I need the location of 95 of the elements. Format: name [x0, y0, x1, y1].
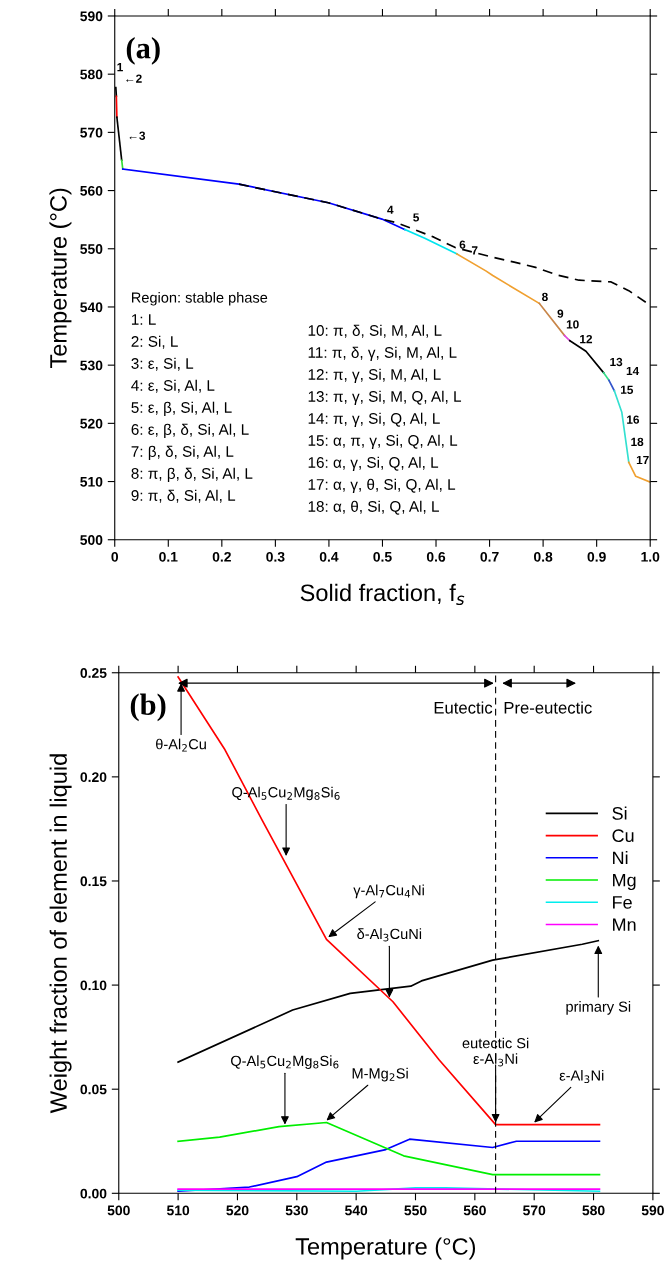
- y-tick-label: 590: [80, 11, 103, 22]
- annotation: Q-Al$_{5}$Cu$_{2}$Mg$_{8}$Si$_{6}$: [231, 1055, 339, 1069]
- y-axis-title: Temperature (°C): [49, 188, 72, 368]
- x-tick-label: 550: [404, 1205, 427, 1216]
- annotation: 8: π, β, δ, Si, Al, L: [131, 467, 253, 482]
- y-tick-label: 0.15: [80, 876, 107, 887]
- annotation: 5: ε, β, Si, Al, L: [131, 401, 232, 416]
- annotation: eutectic Si ε-Al$_{3}$Ni: [462, 1037, 529, 1067]
- annotation: 18: [631, 437, 644, 447]
- y-tick-label: 500: [80, 535, 103, 545]
- y-tick-label: 510: [80, 476, 103, 487]
- annotation: 9: [557, 309, 564, 318]
- annotation: 7: β, δ, Si, Al, L: [131, 445, 234, 460]
- annotation: ε-Al$_{3}$Ni: [559, 1069, 604, 1084]
- annotation: 12: π, γ, Si, M, Al, L: [308, 368, 441, 383]
- legend-label: Si: [612, 806, 627, 820]
- annotation: primary Si: [566, 1001, 631, 1015]
- x-tick-label: 1.0: [641, 551, 660, 562]
- x-axis-title: Solid fraction, f$_{s}$: [300, 583, 465, 606]
- y-tick-label: 570: [80, 127, 103, 138]
- x-tick-label: 0.5: [373, 551, 392, 562]
- annotation: Pre-eutectic: [504, 701, 592, 714]
- y-tick-label: 0.20: [80, 772, 107, 783]
- y-tick-label: 0.25: [80, 668, 107, 678]
- x-tick-label: 540: [344, 1205, 368, 1216]
- x-tick-label: 0.6: [426, 551, 446, 562]
- annotation: 10: [566, 320, 579, 329]
- annotation: 14: π, γ, Si, Q, Al, L: [308, 412, 440, 427]
- x-tick-label: 0.2: [212, 551, 231, 562]
- x-tick-label: 560: [463, 1205, 486, 1216]
- annotation: Eutectic: [434, 701, 493, 714]
- y-axis-title: Weight fraction of element in liquid: [49, 754, 72, 1114]
- x-tick-label: 500: [107, 1205, 130, 1216]
- annotation: (b): [130, 693, 166, 722]
- x-axis-title: Temperature (°C): [295, 1237, 476, 1260]
- x-tick-label: 0.4: [319, 551, 339, 562]
- y-tick-label: 0.05: [80, 1084, 107, 1095]
- x-tick-label: 570: [523, 1205, 546, 1216]
- y-tick-label: 580: [80, 69, 103, 80]
- x-tick-label: 0: [111, 551, 119, 562]
- annotation: 8: [542, 292, 548, 302]
- annotation: 10: π, δ, Si, M, Al, L: [308, 324, 442, 338]
- annotation: 15: [621, 385, 634, 394]
- annotation: 4: [387, 205, 394, 214]
- y-tick-label: 560: [80, 185, 103, 196]
- annotation: 18: α, θ, Si, Q, Al, L: [308, 500, 439, 515]
- legend-label: Fe: [613, 896, 632, 909]
- annotation: 3: ε, Si, L: [131, 357, 194, 371]
- annotation: ←3: [129, 131, 146, 140]
- annotation: 14: [626, 366, 640, 375]
- annotation: 5: [413, 213, 420, 222]
- annotation: δ-Al$_{3}$CuNi: [357, 928, 422, 942]
- annotation: 1: L: [131, 314, 156, 325]
- annotation: 12: [580, 334, 593, 344]
- legend-label: Cu: [612, 829, 634, 843]
- legend-label: Mn: [613, 918, 636, 931]
- annotation: (a): [126, 36, 160, 65]
- annotation: 6: ε, β, δ, Si, Al, L: [131, 423, 249, 438]
- y-tick-label: 520: [80, 418, 103, 429]
- annotation: 11: π, δ, γ, Si, M, Al, L: [308, 346, 457, 361]
- y-tick-label: 0.00: [80, 1188, 107, 1199]
- y-tick-label: 0.10: [80, 980, 107, 991]
- annotation: 1: [117, 63, 123, 72]
- x-tick-label: 510: [166, 1205, 190, 1216]
- annotation: 15: α, π, γ, Si, Q, Al, L: [308, 434, 458, 449]
- x-tick-label: 580: [582, 1205, 605, 1216]
- legend-label: Mg: [613, 873, 636, 891]
- annotation: Region: stable phase: [132, 292, 268, 306]
- annotation: 7: [471, 246, 478, 255]
- annotation: ←2: [126, 74, 142, 83]
- legend-label: Ni: [613, 851, 628, 865]
- x-tick-label: 520: [226, 1205, 249, 1216]
- annotation: 9: π, δ, Si, Al, L: [131, 489, 236, 503]
- annotation: 16: [627, 415, 640, 424]
- x-tick-label: 590: [641, 1205, 664, 1216]
- annotation: 4: ε, Si, Al, L: [131, 379, 215, 393]
- annotation: 13: [610, 357, 623, 367]
- annotation: 16: α, γ, Si, Q, Al, L: [308, 456, 439, 471]
- annotation: M-Mg$_{2}$Si: [352, 1067, 408, 1082]
- y-tick-label: 540: [80, 302, 103, 313]
- x-tick-label: 0.8: [534, 551, 553, 562]
- annotation: 13: π, γ, Si, M, Q, Al, L: [308, 390, 462, 405]
- y-tick-label: 530: [80, 360, 103, 371]
- x-tick-label: 0.7: [480, 551, 499, 562]
- x-tick-label: 0.9: [587, 551, 606, 562]
- annotation: γ-Al$_{7}$Cu$_{4}$Ni: [353, 884, 424, 899]
- annotation: 6: [459, 240, 466, 249]
- x-tick-label: 0.3: [266, 551, 285, 562]
- annotation: 17: α, γ, θ, Si, Q, Al, L: [308, 478, 456, 493]
- annotation: 17: [636, 455, 649, 465]
- x-tick-label: 0.1: [159, 551, 178, 562]
- annotation: 2: Si, L: [131, 335, 178, 349]
- x-tick-label: 530: [285, 1205, 308, 1216]
- annotation: θ-Al$_{2}$Cu: [156, 738, 206, 752]
- y-tick-label: 550: [80, 244, 103, 254]
